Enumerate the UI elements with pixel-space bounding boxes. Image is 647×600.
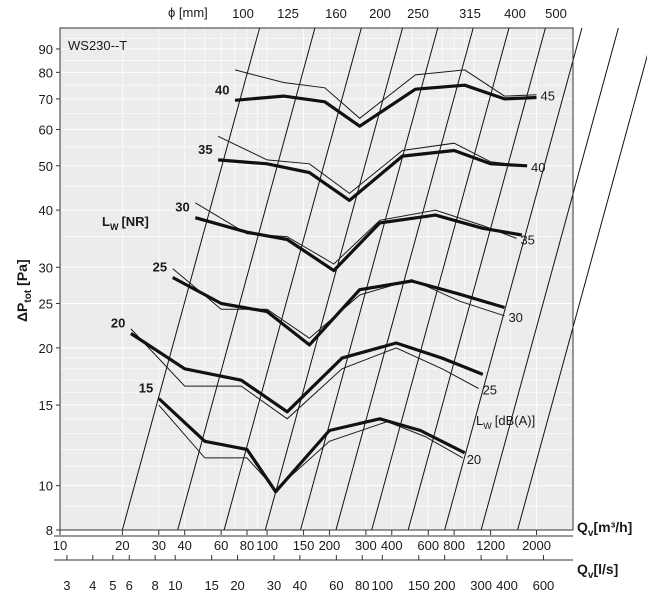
nr-curve-25 [171, 276, 505, 347]
duct-diameter-line [444, 27, 583, 531]
y-tick-label: 40 [39, 203, 53, 218]
x-axis-label-ls: Qv[l/s] [577, 561, 618, 581]
x-axis-label-m3h: Qv[m³/h] [577, 519, 632, 539]
y-tick-label: 50 [39, 159, 53, 174]
dba-label-20: 20 [467, 452, 481, 467]
x-tick-label-ls: 8 [152, 578, 159, 593]
y-tick-label: 10 [39, 479, 53, 494]
x-tick-label-m3h: 40 [177, 538, 191, 553]
duct-diameter-line [407, 27, 546, 531]
x-tick-label-ls: 400 [496, 578, 518, 593]
nr-label-15: 15 [139, 381, 153, 396]
grid [59, 28, 574, 531]
nr-label-20: 20 [111, 316, 125, 331]
dba-curve-45 [234, 69, 537, 119]
x-tick-label-m3h: 300 [355, 538, 377, 553]
nr-label-25: 25 [153, 259, 167, 274]
y-tick-label: 80 [39, 65, 53, 80]
x-tick-label-m3h: 150 [293, 538, 315, 553]
plot-background [60, 28, 573, 530]
x-tick-label-m3h: 100 [256, 538, 278, 553]
x-tick-label-m3h: 80 [240, 538, 254, 553]
chart-title: WS230--T [68, 38, 127, 53]
x-tick-label-ls: 6 [126, 578, 133, 593]
series-lines [130, 69, 537, 494]
x-tick-label-m3h: 2000 [522, 538, 551, 553]
x-tick-label-m3h: 20 [115, 538, 129, 553]
nr-curve-40 [234, 83, 537, 128]
x-tick-label-ls: 10 [168, 578, 182, 593]
dba-label-25: 25 [483, 383, 497, 398]
x-tick-label-ls: 150 [408, 578, 430, 593]
nr-label-30: 30 [175, 200, 189, 215]
nr-label-35: 35 [198, 142, 212, 157]
dba-label-40: 40 [531, 160, 545, 175]
x-tick-label-m3h: 200 [319, 538, 341, 553]
diameter-tick-label: 100 [232, 6, 254, 21]
nr-legend: LW [NR] [102, 214, 149, 232]
x-tick-label-m3h: 30 [152, 538, 166, 553]
dba-curve-40 [217, 135, 528, 195]
diameter-tick-label: 125 [277, 6, 299, 21]
y-axis-label: ΔPtot[Pa] [14, 259, 34, 322]
duct-diameter-line [480, 27, 619, 531]
dba-label-45: 45 [541, 89, 555, 104]
x-tick-label-ls: 30 [267, 578, 281, 593]
series-labels: 20 25 30 35 40 45 15 20 25 30 35 40 [111, 82, 555, 467]
y-tick-label: 60 [39, 123, 53, 138]
nr-curve-15 [157, 397, 466, 494]
diameter-tick-label: 315 [459, 6, 481, 21]
y-tick-label: 15 [39, 398, 53, 413]
diameter-tick-label: 160 [325, 6, 347, 21]
diameter-tick-label: 400 [504, 6, 526, 21]
nr-label-40: 40 [215, 82, 229, 97]
x-tick-label-ls: 60 [329, 578, 343, 593]
x-tick-label-ls: 4 [89, 578, 96, 593]
y-tick-label: 20 [39, 341, 53, 356]
x-tick-label-m3h: 400 [381, 538, 403, 553]
x-tick-label-m3h: 60 [214, 538, 228, 553]
diameter-axis-label: ϕ [mm] [168, 5, 208, 20]
x-tick-label-ls: 200 [434, 578, 456, 593]
x-tick-label-m3h: 1200 [476, 538, 505, 553]
x-tick-label-ls: 5 [109, 578, 116, 593]
nr-curve-30 [194, 213, 523, 273]
diameter-tick-label: 250 [407, 6, 429, 21]
plot-frame [59, 27, 574, 531]
x-tick-label-ls: 20 [230, 578, 244, 593]
nr-curve-20 [130, 332, 484, 414]
diameter-tick-label: 200 [369, 6, 391, 21]
x-tick-label-m3h: 600 [417, 538, 439, 553]
y-tick-label: 25 [39, 297, 53, 312]
dba-label-35: 35 [520, 232, 534, 247]
y-tick-label: 30 [39, 260, 53, 275]
x-tick-label-m3h: 800 [443, 538, 465, 553]
x-tick-label-ls: 15 [204, 578, 218, 593]
dba-curve-25 [130, 328, 479, 420]
dba-curve-20 [158, 404, 463, 491]
y-tick-label: 90 [39, 42, 53, 57]
duct-diameter-line [517, 54, 647, 531]
dba-legend: LW [dB(A)] [476, 413, 535, 431]
duct-diameter-line [335, 27, 474, 531]
diameter-tick-label: 500 [545, 6, 567, 21]
dba-label-30: 30 [508, 310, 522, 325]
nr-curve-35 [217, 148, 528, 202]
duct-diameter-line [121, 27, 261, 531]
x-tick-label-ls: 300 [470, 578, 492, 593]
y-tick-label: 70 [39, 92, 53, 107]
x-tick-label-m3h: 10 [53, 538, 67, 553]
x-tick-label-ls: 80 [355, 578, 369, 593]
y-tick-label: 8 [46, 523, 53, 538]
x-tick-label-ls: 40 [293, 578, 307, 593]
x-tick-label-ls: 3 [63, 578, 70, 593]
duct-diameter-line [177, 27, 316, 531]
x-tick-label-ls: 100 [371, 578, 393, 593]
duct-diameter-line [371, 27, 510, 531]
x-tick-label-ls: 600 [533, 578, 555, 593]
diameter-lines [121, 27, 647, 531]
